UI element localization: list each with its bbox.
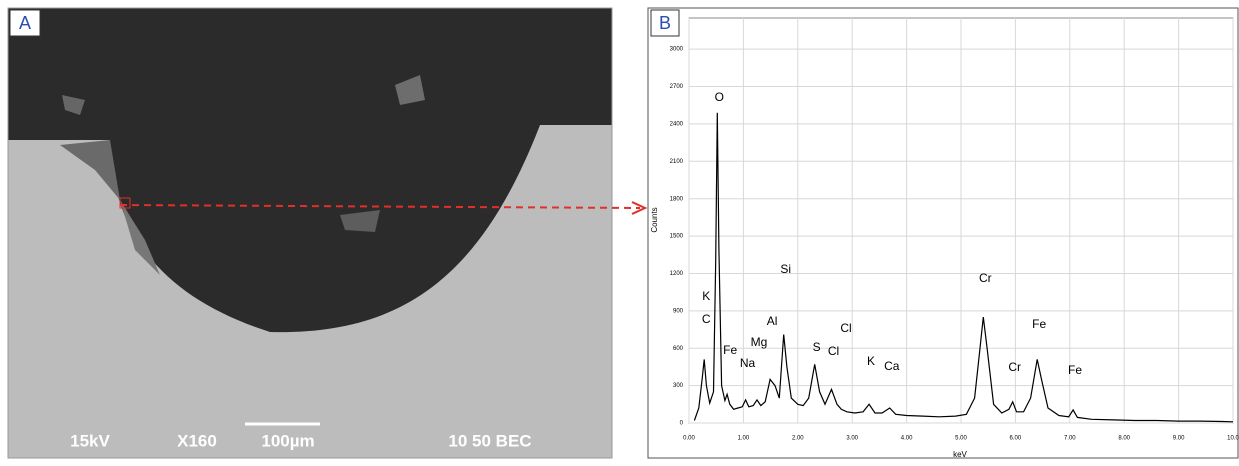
y-tick-label: 2100 [670, 159, 684, 165]
x-tick-label: 0.00 [683, 436, 695, 442]
scan-arrow [119, 204, 641, 209]
peak-label: S [813, 340, 821, 354]
y-tick-label: 300 [673, 383, 684, 389]
x-tick-label: 1.00 [738, 436, 750, 442]
y-tick-label: 1800 [670, 196, 684, 202]
peak-label: Cr [1008, 360, 1021, 374]
peak-label: Si [780, 262, 791, 276]
sem-footer: 15kV X160 100µm 10 50 BEC [70, 431, 531, 450]
y-tick-label: 1200 [670, 271, 684, 277]
peak-label: O [715, 90, 724, 104]
peak-label: Fe [1032, 317, 1046, 331]
y-tick-label: 3000 [670, 47, 684, 53]
spectrum-panel [647, 7, 1239, 459]
peak-label: C [702, 312, 711, 326]
x-axis-label: keV [953, 450, 967, 459]
peak-label: K [867, 354, 875, 368]
y-tick-label: 900 [673, 308, 684, 314]
sem-voltage: 15kV [70, 431, 110, 450]
peak-label: Cl [840, 321, 851, 335]
panel-label: A [19, 13, 31, 33]
panel-label: B [659, 13, 671, 33]
x-tick-label: 8.00 [1118, 436, 1130, 442]
x-tick-label: 6.00 [1010, 436, 1022, 442]
arrow-head [631, 201, 648, 215]
sem-scale: 100µm [261, 431, 314, 450]
panel-label-box [9, 9, 41, 37]
peak-label: Fe [1068, 363, 1082, 377]
peak-label: Cr [979, 271, 992, 285]
y-tick-label: 0 [680, 421, 684, 427]
scan-start [119, 197, 131, 209]
x-tick-label: 3.00 [846, 436, 858, 442]
x-tick-label: 4.00 [901, 436, 913, 442]
sem-image [7, 7, 613, 459]
spectrum-line [693, 112, 1234, 423]
peak-label: Na [740, 356, 756, 370]
x-tick-label: 9.00 [1173, 436, 1185, 442]
peak-label: Cl [828, 344, 839, 358]
x-tick-label: 5.00 [955, 436, 967, 442]
plot: 0 300 600 900 1200 1500 1800 2100 2400 2700 3000 0.… [670, 17, 1239, 442]
y-tick-label: 2700 [670, 84, 684, 90]
peak-label: Mg [751, 335, 768, 349]
y-tick-label: 1500 [670, 234, 684, 240]
panel-label-box [650, 9, 680, 37]
x-tick-label: 10.0 [1227, 436, 1239, 442]
x-tick-label: 7.00 [1064, 436, 1076, 442]
x-tick-label: 2.00 [792, 436, 804, 442]
peak-label: Fe [723, 343, 737, 357]
sem-mode: 10 50 BEC [448, 431, 531, 450]
peak-label: K [702, 289, 710, 303]
y-axis-label: Counts [650, 207, 659, 232]
peak-label: Ca [884, 359, 900, 373]
sem-magnification: X160 [177, 431, 217, 450]
y-tick-label: 600 [673, 346, 684, 352]
peak-label: Al [767, 314, 778, 328]
y-tick-label: 2400 [670, 122, 684, 128]
